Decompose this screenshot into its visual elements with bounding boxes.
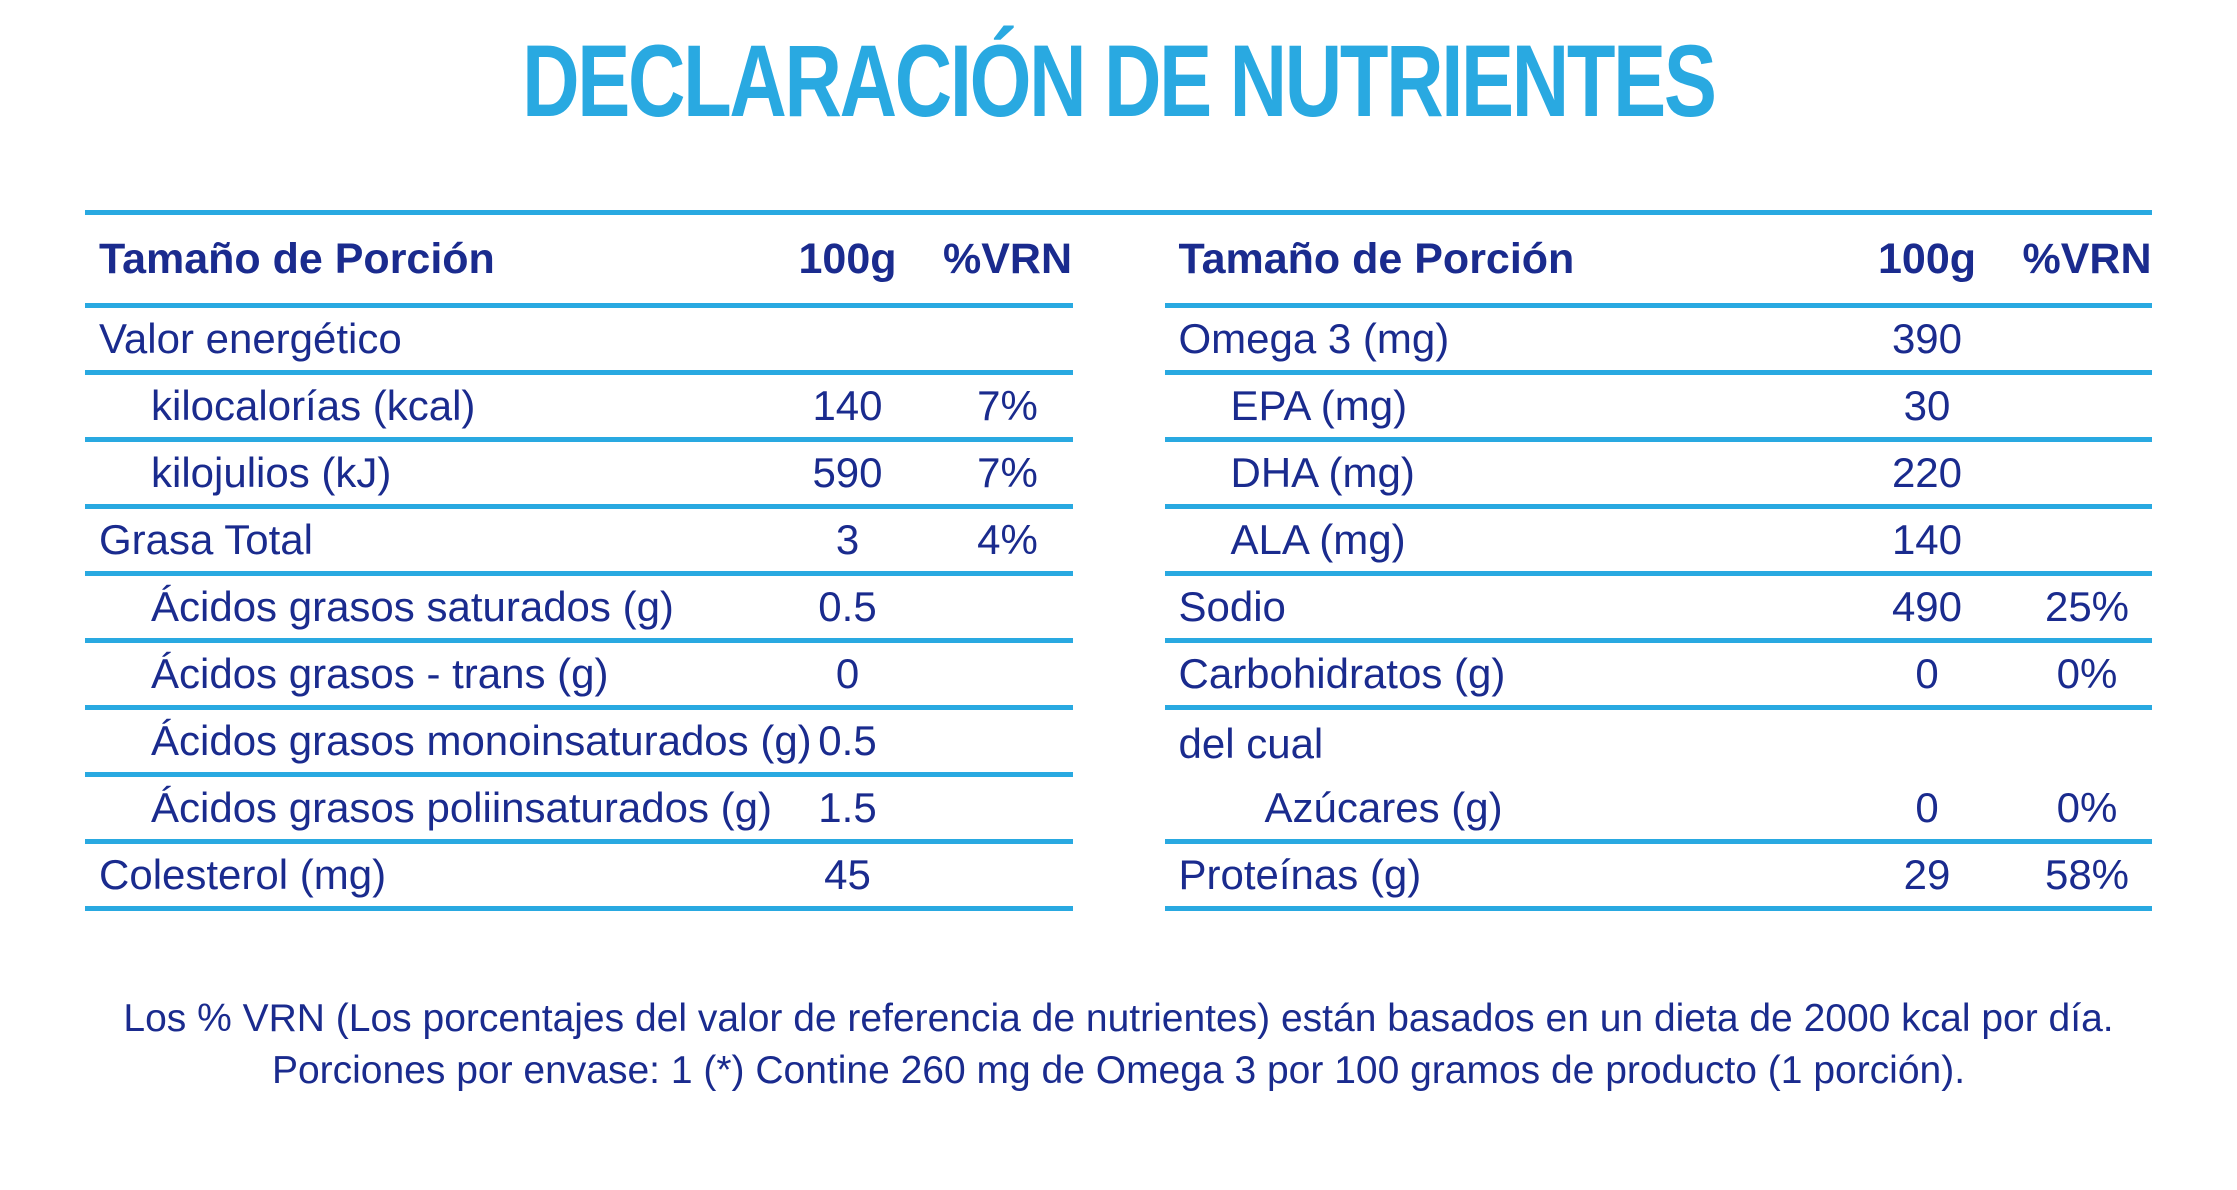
- table-row: DHA (mg) 220: [1164, 442, 2152, 509]
- header-col-100g: 100g: [1877, 234, 1976, 283]
- row-label: Azúcares (g): [1264, 784, 1503, 831]
- table-header: Tamaño de Porción 100g %VRN: [1164, 215, 2152, 308]
- table-row: Azúcares (g) 0 0%: [1164, 777, 2152, 844]
- row-amount: 29: [1903, 851, 1951, 898]
- row-label: Colesterol (mg): [99, 851, 387, 898]
- top-divider: [85, 210, 2152, 215]
- row-label: Proteínas (g): [1178, 851, 1422, 898]
- header-serving-size: Tamaño de Porción: [99, 234, 495, 283]
- table-row: Carbohidratos (g) 0 0%: [1164, 643, 2152, 710]
- row-label: Carbohidratos (g): [1178, 650, 1506, 697]
- table-header: Tamaño de Porción 100g %VRN: [85, 215, 1073, 308]
- row-amount: 590: [812, 449, 883, 496]
- row-label: kilojulios (kJ): [151, 449, 392, 496]
- row-amount: 140: [812, 382, 883, 429]
- header-col-vrn: %VRN: [2022, 234, 2152, 283]
- title-wrap: DECLARACIÓN DE NUTRIENTES: [0, 26, 2237, 144]
- row-label: EPA (mg): [1230, 382, 1408, 429]
- table-row: Colesterol (mg) 45: [85, 844, 1073, 911]
- table-row: Proteínas (g) 29 58%: [1164, 844, 2152, 911]
- row-vrn: 7%: [977, 449, 1038, 496]
- table-row: Omega 3 (mg) 390: [1164, 308, 2152, 375]
- row-label: Ácidos grasos - trans (g): [151, 650, 609, 697]
- table-row: kilocalorías (kcal) 140 7%: [85, 375, 1073, 442]
- row-vrn: 0%: [2056, 784, 2118, 831]
- row-label: Ácidos grasos monoinsaturados (g): [151, 717, 812, 764]
- header-col-vrn: %VRN: [942, 234, 1073, 283]
- table-row: kilojulios (kJ) 590 7%: [85, 442, 1073, 509]
- row-amount: 3: [835, 516, 860, 563]
- table-row: Grasa Total 3 4%: [85, 509, 1073, 576]
- row-amount: 220: [1891, 449, 1963, 496]
- row-amount: 45: [824, 851, 871, 898]
- table-row: ALA (mg) 140: [1164, 509, 2152, 576]
- nutrition-label-page: { "title": "DECLARACIÓN DE NUTRIENTES", …: [0, 26, 2237, 1190]
- row-label: Ácidos grasos saturados (g): [151, 583, 674, 630]
- table-body: Valor energético kilocalorías (kcal) 140 7%…: [85, 308, 1073, 911]
- row-label: Ácidos grasos poliinsaturados (g): [151, 784, 772, 831]
- table-row: Ácidos grasos poliinsaturados (g) 1.5: [85, 777, 1073, 844]
- row-vrn: 58%: [2044, 851, 2130, 898]
- row-vrn: 0%: [2056, 650, 2118, 697]
- row-label: ALA (mg): [1230, 516, 1406, 563]
- row-amount: 0.5: [818, 717, 877, 764]
- row-vrn: 7%: [977, 382, 1038, 429]
- page-title: DECLARACIÓN DE NUTRIENTES: [522, 24, 1717, 138]
- row-label: del cual: [1178, 719, 1324, 767]
- row-vrn: 25%: [2044, 583, 2130, 630]
- table-row: Sodio 490 25%: [1164, 576, 2152, 643]
- row-label: DHA (mg): [1230, 449, 1415, 496]
- table-row: del cual: [1165, 710, 2153, 777]
- footnote-line-2: Porciones por envase: 1 (*) Contine 260 …: [271, 1049, 1966, 1093]
- header-col-100g: 100g: [798, 234, 897, 283]
- table-row: EPA (mg) 30: [1164, 375, 2152, 442]
- footnote: Los % VRN (Los porcentajes del valor de …: [0, 993, 2237, 1098]
- row-amount: 140: [1891, 516, 1963, 563]
- nutrition-table-left: Tamaño de Porción 100g %VRN Valor energé…: [85, 215, 1073, 911]
- row-amount: 30: [1903, 382, 1951, 429]
- row-amount: 390: [1891, 315, 1963, 362]
- row-label: kilocalorías (kcal): [151, 382, 476, 429]
- table-row: Ácidos grasos saturados (g) 0.5: [85, 576, 1073, 643]
- table-row: Ácidos grasos monoinsaturados (g) 0.5: [85, 710, 1073, 777]
- row-amount: 0: [1915, 784, 1939, 831]
- row-label: Grasa Total: [99, 516, 313, 563]
- row-amount: 0: [1915, 650, 1939, 697]
- row-vrn: 4%: [977, 516, 1038, 563]
- tables-area: Tamaño de Porción 100g %VRN Valor energé…: [85, 210, 2152, 911]
- table-row: Valor energético: [85, 308, 1073, 375]
- row-label: Sodio: [1178, 583, 1286, 630]
- table-row: Ácidos grasos - trans (g) 0: [85, 643, 1073, 710]
- tables-row: Tamaño de Porción 100g %VRN Valor energé…: [85, 215, 2152, 911]
- footnote-line-1: Los % VRN (Los porcentajes del valor de …: [123, 997, 2114, 1040]
- table-body: Omega 3 (mg) 390 EPA (mg) 30 DHA (mg) 220 ALA …: [1164, 308, 2153, 911]
- row-amount: 1.5: [818, 784, 877, 831]
- header-serving-size: Tamaño de Porción: [1178, 234, 1575, 283]
- row-amount: 0.5: [818, 583, 877, 630]
- row-label: Omega 3 (mg): [1178, 315, 1450, 362]
- row-amount: 0: [835, 650, 860, 697]
- nutrition-table-right: Tamaño de Porción 100g %VRN Omega 3 (mg)…: [1164, 215, 2153, 911]
- row-amount: 490: [1891, 583, 1963, 630]
- row-label: Valor energético: [99, 315, 402, 362]
